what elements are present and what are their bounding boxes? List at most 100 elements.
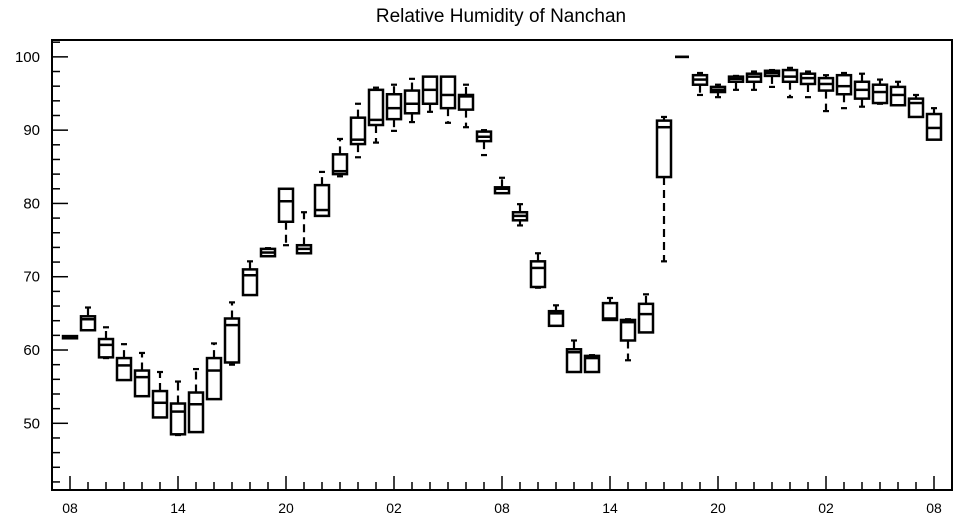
hourly-box — [205, 342, 223, 401]
box-body — [403, 89, 421, 115]
hourly-box — [781, 66, 799, 99]
hourly-box — [889, 80, 907, 107]
hourly-box — [565, 339, 583, 374]
box-body — [637, 302, 655, 334]
box-body — [871, 83, 889, 105]
hourly-box — [61, 334, 79, 340]
hourly-box — [385, 83, 403, 132]
box-body — [205, 356, 223, 401]
hourly-box — [601, 296, 619, 322]
x-tick-label: 08 — [494, 500, 510, 516]
y-tick-label: 100 — [15, 49, 40, 66]
box-body — [907, 97, 925, 119]
box-body — [169, 402, 187, 436]
hourly-box — [475, 129, 493, 157]
box-body — [457, 93, 475, 111]
hourly-box — [853, 72, 871, 108]
hourly-box — [439, 75, 457, 124]
hourly-box — [349, 102, 367, 159]
box-body — [313, 183, 331, 218]
box-body — [385, 92, 403, 121]
hourly-box — [835, 71, 853, 110]
y-tick-label: 70 — [23, 269, 40, 286]
hourly-box — [799, 70, 817, 99]
x-tick-label: 14 — [170, 500, 186, 516]
hourly-box — [367, 86, 385, 144]
chart-title: Relative Humidity of Nanchan — [376, 6, 626, 27]
hourly-box — [529, 252, 547, 289]
hourly-box — [259, 247, 277, 258]
x-tick-label: 20 — [710, 500, 726, 516]
hourly-box — [619, 318, 637, 362]
box-body — [835, 73, 853, 96]
hourly-box — [871, 78, 889, 105]
box-body — [151, 389, 169, 419]
hourly-box — [763, 68, 781, 89]
box-body — [223, 317, 241, 364]
hourly-box — [295, 211, 313, 255]
hourly-box — [655, 115, 673, 263]
x-tick-label: 20 — [278, 500, 294, 516]
y-axis: 50 60 70 80 90 100 — [15, 41, 68, 483]
hourly-box — [421, 75, 439, 113]
x-tick-label: 02 — [818, 500, 834, 516]
plot-frame — [51, 39, 953, 491]
hourly-box — [511, 203, 529, 227]
box-body — [655, 119, 673, 179]
box-series — [61, 55, 943, 437]
hourly-box — [331, 137, 349, 178]
y-tick-label: 90 — [23, 122, 40, 139]
box-body — [187, 391, 205, 434]
x-tick-label: 08 — [62, 500, 78, 516]
box-body — [529, 260, 547, 289]
box-body — [331, 153, 349, 176]
box-body — [367, 88, 385, 127]
y-tick-label: 60 — [23, 342, 40, 359]
hourly-box — [223, 301, 241, 366]
hourly-box — [313, 170, 331, 218]
hourly-box — [493, 176, 511, 195]
hourly-box — [97, 326, 115, 360]
box-body — [115, 356, 133, 382]
hourly-box — [187, 367, 205, 434]
hourly-box — [637, 293, 655, 334]
hourly-box — [727, 74, 745, 91]
box-body — [565, 348, 583, 374]
box-body — [277, 187, 295, 224]
y-tick-label: 80 — [23, 195, 40, 212]
box-body — [97, 337, 115, 359]
hourly-box — [709, 83, 727, 99]
hourly-box — [457, 83, 475, 129]
x-tick-label: 14 — [602, 500, 618, 516]
box-body — [133, 369, 151, 398]
box-body — [349, 116, 367, 146]
hourly-box — [745, 70, 763, 91]
hourly-box — [277, 187, 295, 247]
hourly-box — [403, 77, 421, 124]
hourly-box — [241, 260, 259, 297]
box-body — [439, 75, 457, 110]
x-tick-label: 08 — [926, 500, 942, 516]
box-body — [493, 186, 511, 195]
box-body — [547, 309, 565, 328]
hourly-box — [583, 354, 601, 374]
hourly-box — [115, 343, 133, 382]
y-tick-label: 50 — [23, 415, 40, 432]
box-body — [583, 354, 601, 374]
hourly-box — [907, 93, 925, 119]
x-tick-label: 02 — [386, 500, 402, 516]
hourly-box — [169, 380, 187, 437]
hourly-box — [817, 74, 835, 113]
x-axis: 08 14 20 02 08 14 20 02 08 — [62, 476, 942, 516]
hourly-box — [133, 351, 151, 398]
box-body — [601, 301, 619, 322]
box-body — [241, 268, 259, 297]
hourly-box — [691, 71, 709, 97]
hourly-box — [79, 306, 97, 332]
hourly-box — [547, 304, 565, 328]
box-body — [79, 315, 97, 332]
box-body — [619, 318, 637, 342]
hourly-box — [151, 370, 169, 419]
hourly-box — [925, 107, 943, 141]
